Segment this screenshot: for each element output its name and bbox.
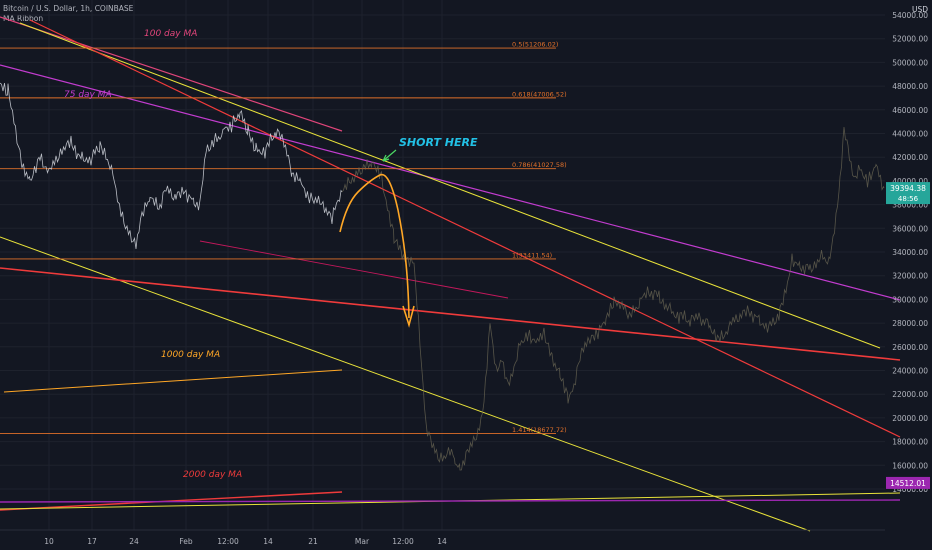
x-tick-label: 14 — [263, 537, 273, 546]
fib-level-label: 1(33411.54) — [512, 251, 552, 259]
y-tick-label: 46000.00 — [892, 106, 928, 115]
grid — [0, 0, 885, 530]
ma-price-value: 14512.01 — [890, 479, 926, 488]
y-tick-label: 44000.00 — [892, 130, 928, 139]
fibonacci-levels: 0.382(55405.51)0.5(51206.02)0.618(47006.… — [0, 41, 567, 434]
annotations: SHORT HERE 100 day MA 75 day MA 1000 day MA… — [64, 29, 478, 480]
symbol-title[interactable]: Bitcoin / U.S. Dollar, 1h, COINBASE — [3, 4, 134, 13]
annotation-label: SHORT HERE — [399, 136, 478, 149]
x-tick-label: 24 — [129, 537, 139, 546]
annotation-label: 1000 day MA — [161, 350, 220, 360]
y-axis: 14000.00 16000.00 18000.00 20000.00 22000.00… — [886, 5, 930, 494]
x-tick-label: 10 — [44, 537, 54, 546]
y-tick-label: 50000.00 — [892, 58, 928, 67]
trendline — [0, 499, 901, 503]
y-tick-label: 40000.00 — [892, 177, 928, 186]
price-line-bright — [0, 82, 343, 249]
fib-level-label: 0.618(47006.52) — [512, 90, 567, 98]
x-tick-label: 21 — [308, 537, 318, 546]
y-tick-label: 30000.00 — [892, 295, 928, 304]
price-line-dim — [341, 126, 885, 471]
trendline — [29, 19, 901, 438]
y-tick-label: 32000.00 — [892, 272, 928, 281]
x-axis: 10 17 24 Feb 12:00 14 21 Mar 12:00 14 — [0, 529, 885, 546]
x-tick-label: Mar — [355, 537, 370, 546]
last-price-value: 39394.38 — [890, 184, 926, 193]
trendline — [0, 236, 811, 532]
fib-level-label: 1.414(18677.72) — [512, 426, 567, 434]
annotation-label: 100 day MA — [144, 29, 197, 39]
last-price-tag — [886, 182, 930, 205]
y-tick-label: 20000.00 — [892, 414, 928, 423]
x-tick-label: 14 — [437, 537, 447, 546]
trendline — [3, 369, 343, 393]
projection-curve — [339, 173, 410, 319]
indicator-label[interactable]: MA Ribbon — [3, 14, 44, 23]
y-tick-label: 26000.00 — [892, 343, 928, 352]
annotation-label: 75 day MA — [64, 90, 112, 100]
trendline — [199, 240, 509, 299]
y-tick-label: 54000.00 — [892, 11, 928, 20]
chart-header: Bitcoin / U.S. Dollar, 1h, COINBASE MA R… — [3, 4, 133, 24]
currency-label: USD — [912, 5, 928, 14]
x-tick-label: 12:00 — [217, 537, 239, 546]
y-tick-label: 28000.00 — [892, 319, 928, 328]
y-tick-label: 22000.00 — [892, 390, 928, 399]
short-pointer-arrow — [382, 149, 397, 162]
trendline — [0, 16, 343, 132]
y-tick-label: 34000.00 — [892, 248, 928, 257]
y-tick-label: 18000.00 — [892, 438, 928, 447]
projection-path — [339, 149, 415, 328]
y-tick-label: 38000.00 — [892, 201, 928, 210]
y-tick-label: 24000.00 — [892, 367, 928, 376]
short-pointer-arrowhead — [382, 154, 390, 162]
projection-arrowhead — [402, 305, 415, 328]
countdown-value: 48:56 — [898, 195, 919, 203]
price-series — [0, 82, 885, 471]
trendlines — [0, 16, 901, 532]
trendline — [0, 267, 901, 361]
fib-level-label: 0.5(51206.02) — [512, 41, 558, 49]
y-tick-label: 52000.00 — [892, 35, 928, 44]
annotation-label: 2000 day MA — [183, 470, 242, 480]
y-tick-label: 16000.00 — [892, 461, 928, 470]
y-tick-label: 48000.00 — [892, 82, 928, 91]
y-tick-label: 14000.00 — [892, 485, 928, 494]
x-tick-label: 12:00 — [392, 537, 414, 546]
fib-level-label: 0.786(41027.58) — [512, 161, 567, 169]
ma-price-tag — [886, 476, 930, 489]
trendline — [19, 22, 881, 349]
x-tick-label: 17 — [87, 537, 97, 546]
trendline — [0, 64, 901, 301]
y-tick-label: 36000.00 — [892, 224, 928, 233]
x-tick-label: Feb — [179, 537, 193, 546]
y-tick-label: 42000.00 — [892, 153, 928, 162]
